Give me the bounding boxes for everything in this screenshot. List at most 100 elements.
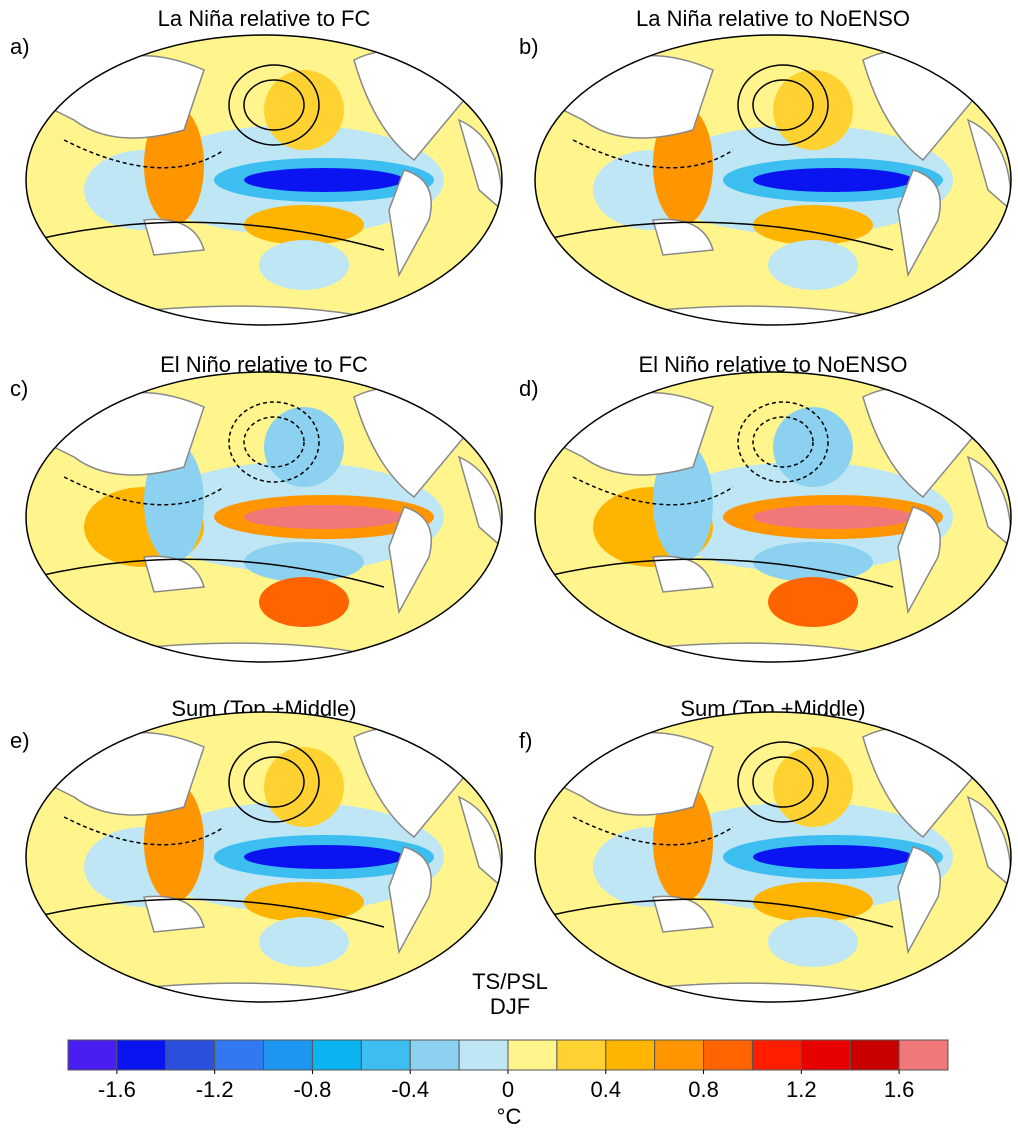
map	[26, 372, 502, 662]
land	[652, 218, 714, 256]
colorbar-box	[263, 1039, 313, 1071]
map	[535, 372, 1011, 662]
colorbar-box	[458, 1039, 509, 1071]
map-outline	[534, 711, 1012, 1003]
field-blob	[264, 407, 344, 487]
contour	[228, 64, 320, 146]
contour	[33, 898, 385, 928]
field-blob	[753, 882, 873, 922]
land	[143, 218, 205, 256]
contour	[228, 741, 320, 823]
land	[143, 895, 205, 933]
map	[26, 712, 502, 1002]
field-blob	[768, 917, 858, 967]
colorbar-box	[898, 1039, 949, 1071]
field-blob	[768, 577, 858, 627]
contour	[243, 756, 305, 808]
land	[897, 506, 941, 615]
land	[388, 846, 432, 955]
field-blob	[259, 917, 349, 967]
contour	[737, 401, 829, 483]
colorbar-box	[311, 1039, 362, 1071]
colorbar-tick-label: -1.6	[98, 1077, 136, 1102]
contour	[572, 816, 734, 846]
contour	[572, 139, 734, 169]
field-blob	[753, 168, 913, 192]
colorbar-box	[360, 1039, 411, 1071]
contour	[542, 558, 894, 588]
map-outline	[25, 711, 503, 1003]
contour	[752, 416, 814, 468]
colorbar-box	[751, 1039, 802, 1071]
annotation: DJF	[490, 994, 530, 1019]
map-outline	[25, 34, 503, 326]
panel-label: e)	[10, 728, 30, 753]
colorbar-box	[67, 1039, 118, 1071]
contour	[243, 416, 305, 468]
colorbar-tick-label: 1.6	[884, 1077, 915, 1102]
panel-label: c)	[10, 376, 28, 401]
field-blob	[244, 505, 404, 529]
colorbar-box	[849, 1039, 900, 1071]
map-outline	[534, 34, 1012, 326]
land	[966, 118, 1011, 212]
colorbar-unit: °C	[497, 1104, 522, 1129]
field-blob	[259, 240, 349, 290]
land	[652, 895, 714, 933]
contour	[572, 476, 734, 506]
field-blob	[244, 542, 364, 582]
land	[457, 455, 502, 549]
panel-label: d)	[519, 376, 539, 401]
land	[966, 795, 1011, 889]
colorbar-box	[654, 1039, 705, 1071]
colorbar-tick-label: -0.4	[391, 1077, 429, 1102]
colorbar-tick-label: -0.8	[293, 1077, 331, 1102]
map	[26, 35, 502, 325]
field-blob	[244, 168, 404, 192]
colorbar-box	[800, 1039, 851, 1071]
field-blob	[259, 577, 349, 627]
colorbar-tick-label: 0.4	[590, 1077, 621, 1102]
map	[535, 712, 1011, 1002]
field-blob	[753, 505, 913, 529]
contour	[542, 898, 894, 928]
contour	[542, 221, 894, 251]
field-blob	[773, 407, 853, 487]
colorbar-box	[165, 1039, 216, 1071]
colorbar-tick-label: 0.8	[688, 1077, 719, 1102]
contour	[228, 401, 320, 483]
map-outline	[25, 371, 503, 663]
land	[457, 795, 502, 889]
contour	[33, 221, 385, 251]
panel-label: a)	[10, 34, 30, 59]
land	[388, 506, 432, 615]
land	[966, 455, 1011, 549]
contour	[752, 79, 814, 131]
annotation: TS/PSL	[472, 969, 548, 994]
colorbar-tick-label: 1.2	[786, 1077, 817, 1102]
contour	[243, 79, 305, 131]
land	[143, 555, 205, 593]
colorbar-box	[214, 1039, 265, 1071]
panel-title: La Niña relative to NoENSO	[636, 6, 910, 31]
field-blob	[244, 205, 364, 245]
land	[457, 118, 502, 212]
contour	[63, 476, 225, 506]
land	[897, 169, 941, 278]
colorbar-box	[605, 1039, 656, 1071]
contour	[63, 139, 225, 169]
colorbar-tick-label: 0	[502, 1077, 514, 1102]
colorbar-box	[409, 1039, 460, 1071]
contour	[33, 558, 385, 588]
panel-label: f)	[519, 728, 532, 753]
field-blob	[753, 205, 873, 245]
contour	[737, 741, 829, 823]
contour	[63, 816, 225, 846]
panel-label: b)	[519, 34, 539, 59]
map-outline	[534, 371, 1012, 663]
contour	[752, 756, 814, 808]
field-blob	[244, 882, 364, 922]
colorbar-box	[703, 1039, 753, 1071]
map	[535, 35, 1011, 325]
